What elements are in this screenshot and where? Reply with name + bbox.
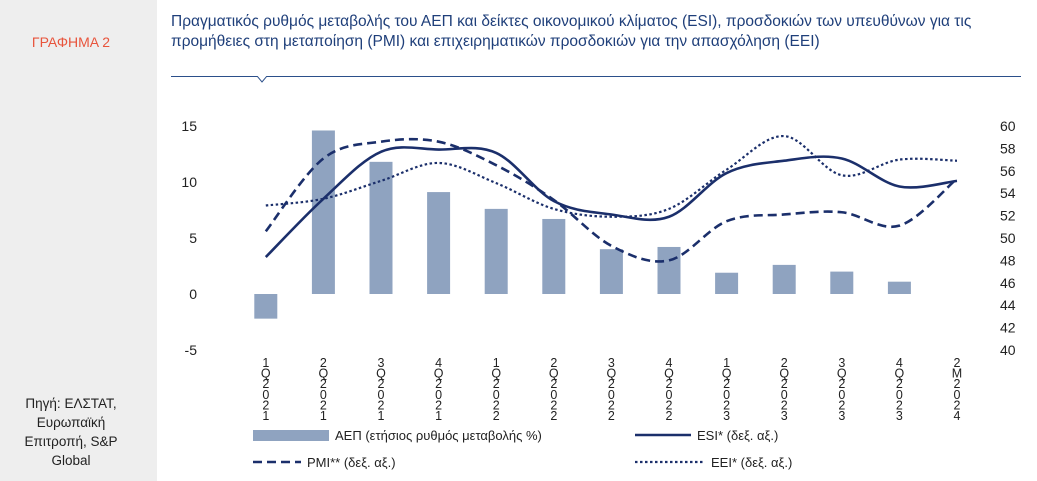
gdp-bar	[484, 208, 508, 294]
right-axis-tick-label: 52	[1000, 208, 1016, 224]
legend-swatch-bar	[253, 430, 329, 441]
right-axis-tick-label: 60	[1000, 118, 1016, 134]
source-line: Επιτροπή, S&P	[24, 434, 118, 449]
legend-label: ΑΕΠ (ετήσιος ρυθμός μεταβολής %)	[335, 428, 542, 443]
left-axis-tick-label: 5	[189, 230, 197, 246]
right-axis-tick-label: 42	[1000, 320, 1016, 336]
gdp-bar	[311, 130, 335, 294]
right-axis-tick-label: 48	[1000, 252, 1016, 268]
title-pointer	[257, 76, 267, 83]
gdp-bar	[599, 249, 623, 294]
series-line-dashed	[264, 137, 958, 263]
legend-label: EEI* (δεξ. αξ.)	[711, 455, 792, 470]
right-axis-tick-label: 54	[1000, 185, 1016, 201]
title-rule	[171, 76, 1021, 77]
side-panel: ΓΡΑΦΗΜΑ 2 Πηγή: ΕΛΣΤΑΤ, Ευρωπαϊκή Επιτρο…	[0, 0, 142, 481]
legend-label: PMI** (δεξ. αξ.)	[307, 455, 396, 470]
right-axis-tick-label: 46	[1000, 275, 1016, 291]
source-note: Πηγή: ΕΛΣΤΑΤ, Ευρωπαϊκή Επιτροπή, S&P Gl…	[0, 394, 142, 470]
gdp-bar	[254, 294, 278, 319]
source-line: Ευρωπαϊκή	[36, 415, 106, 430]
right-axis-tick-label: 50	[1000, 230, 1016, 246]
left-axis-tick-label: 15	[181, 118, 197, 134]
left-axis-tick-label: 10	[181, 174, 197, 190]
gdp-bar	[427, 192, 451, 294]
chart-title: Πραγματικός ρυθμός μεταβολής του ΑΕΠ και…	[171, 13, 972, 50]
gdp-bar	[830, 271, 854, 294]
right-axis-tick-label: 58	[1000, 140, 1016, 156]
gdp-bar	[772, 264, 796, 294]
chart: -5 0 5 10 15 40 42 44 46 48 50 52 54 56 58 60 1 Q 2 0 2 1 2 Q 2 0…	[181, 118, 1016, 470]
gdp-bar	[715, 272, 739, 294]
gdp-bar	[369, 161, 393, 294]
gdp-bar	[657, 246, 681, 294]
chart-panel: Πραγματικός ρυθμός μεταβολής του ΑΕΠ και…	[157, 0, 1037, 481]
left-axis-tick-label: -5	[185, 342, 198, 358]
gdp-bar	[887, 281, 911, 294]
right-axis-tick-label: 56	[1000, 163, 1016, 179]
series-line-dotted	[265, 134, 958, 218]
right-axis-tick-label: 44	[1000, 297, 1016, 313]
figure-label: ΓΡΑΦΗΜΑ 2	[31, 34, 111, 50]
left-axis-tick-label: 0	[189, 286, 197, 302]
series-line-solid	[264, 146, 958, 258]
gdp-bar	[542, 218, 566, 294]
legend-label: ESI* (δεξ. αξ.)	[697, 428, 778, 443]
source-line: Πηγή: ΕΛΣΤΑΤ,	[25, 396, 117, 411]
source-line: Global	[51, 453, 91, 468]
right-axis-tick-label: 40	[1000, 342, 1016, 358]
